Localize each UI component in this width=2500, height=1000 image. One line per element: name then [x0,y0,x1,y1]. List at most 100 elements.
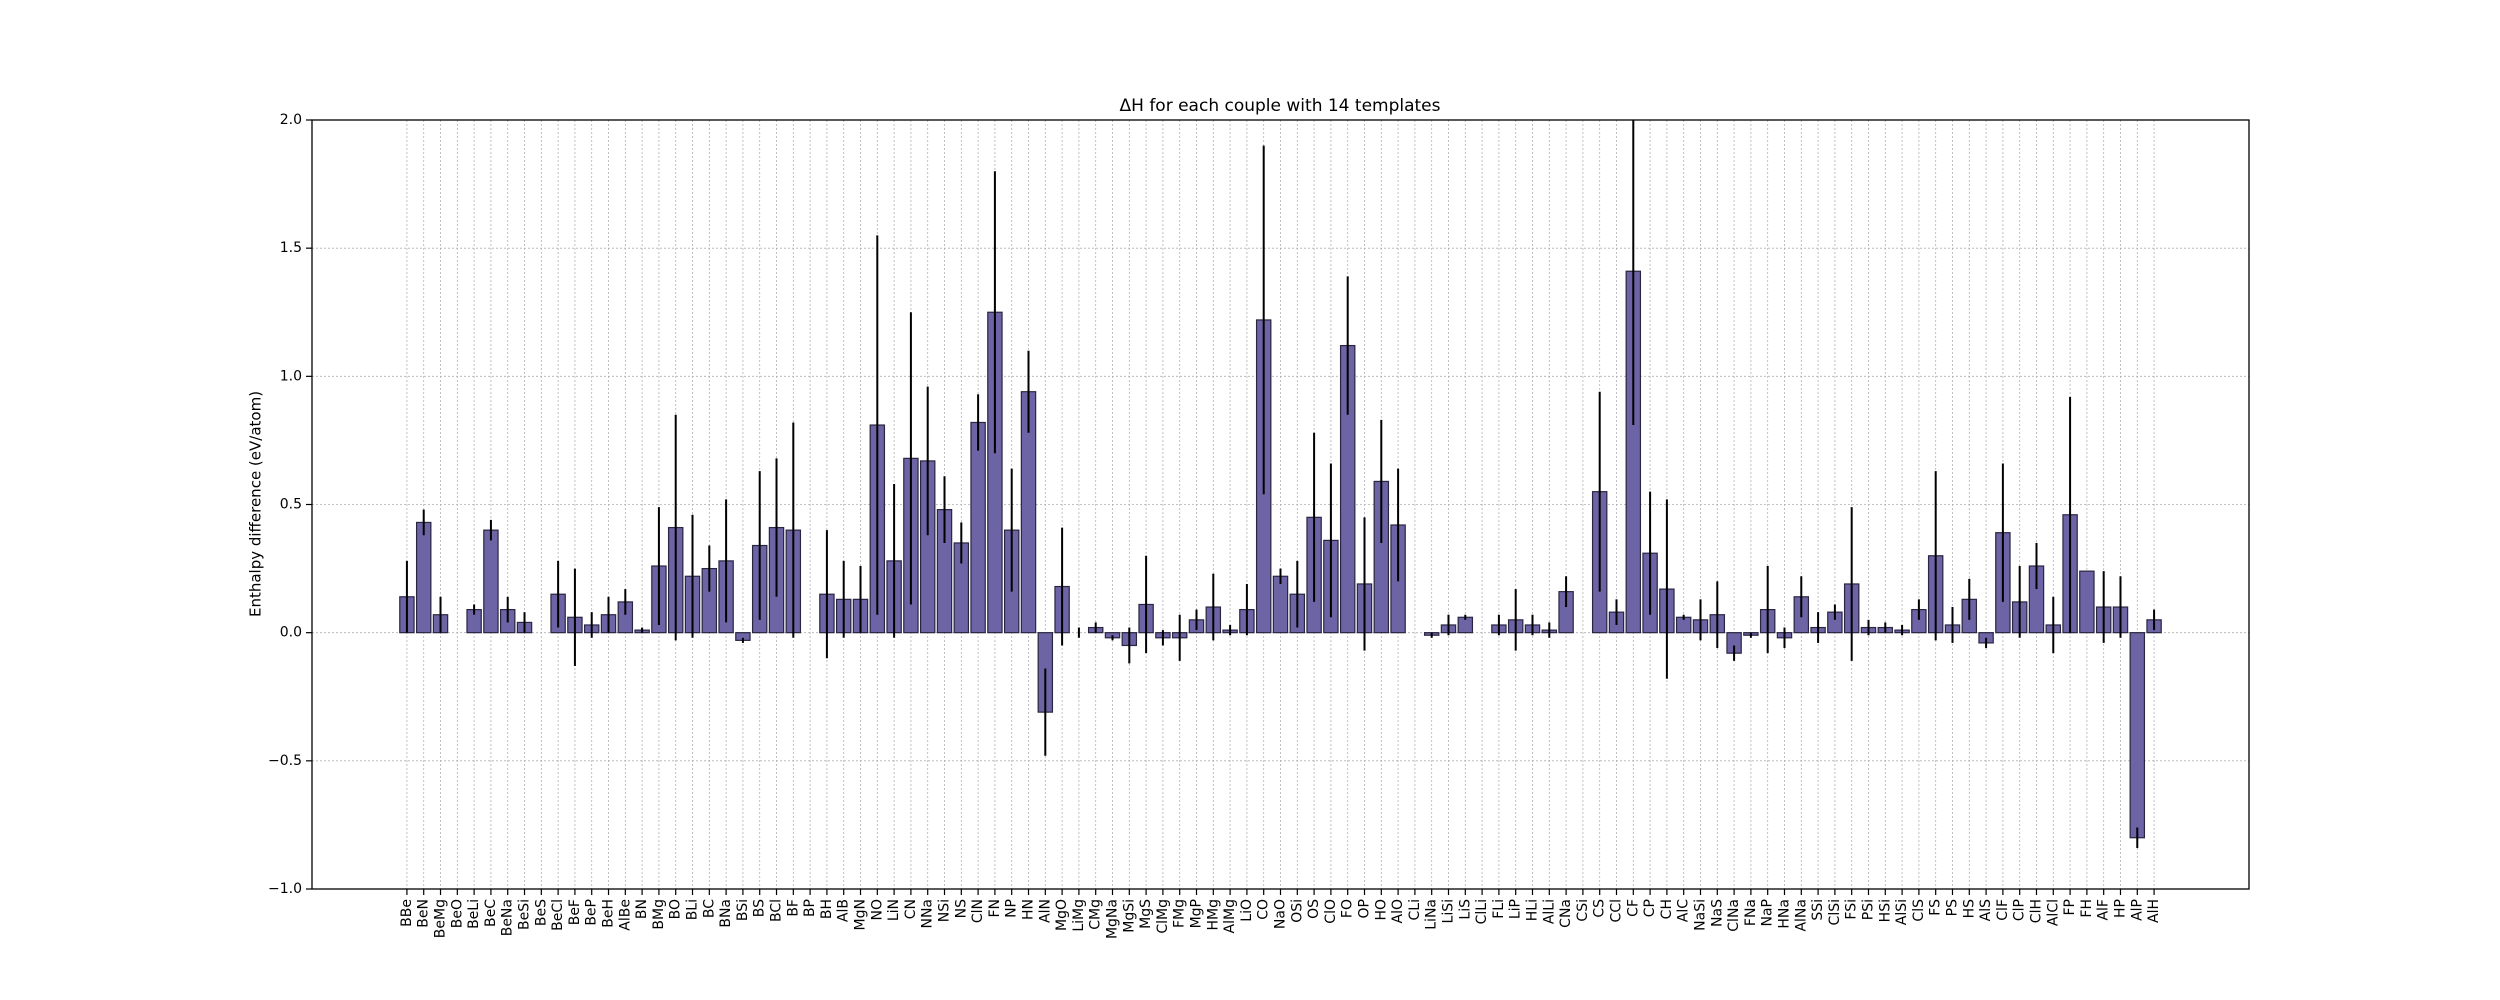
x-tick-label: BeNa [500,899,516,936]
x-tick-label: AlP [2129,899,2145,921]
x-tick-label: BeN [416,899,432,928]
x-tick-label: HSi [1877,899,1893,922]
bar [970,421,986,634]
bar [483,529,499,634]
x-tick-label: NO [869,899,885,921]
x-tick-label: BMg [651,899,667,930]
x-tick-label: NP [1004,899,1020,918]
x-tick-label: BeLi [466,899,482,929]
x-tick-label: BBe [399,899,415,927]
x-tick-label: HS [1961,899,1977,919]
x-tick-label: BS [752,899,768,917]
x-tick-label: HP [2112,899,2128,918]
x-tick-label: CS [1592,899,1608,918]
x-tick-label: ClSi [1827,899,1843,925]
x-tick-label: NSi [937,899,953,922]
y-tick-label: −1.0 [268,881,302,897]
x-tick-label: ClH [2028,899,2044,923]
x-tick-label: BeP [584,899,600,926]
x-tick-label: CMg [1088,899,1104,930]
x-tick-label: ClN [970,899,986,923]
bar [2079,570,2095,634]
x-tick-label: BeMg [433,899,449,938]
x-tick-label: LiSi [1440,899,1456,923]
x-tick-label: FSi [1844,899,1860,920]
x-tick-label: LiO [1239,899,1255,922]
x-tick-label: BeC [483,899,499,927]
y-tick-label: 1.5 [280,240,302,256]
ticks: −1.0 −0.5 0.0 0.5 1.0 1.5 2.0 BBe BeN BeMg BeO BeLi… [268,112,2162,939]
x-tick-label: CCl [1608,899,1624,922]
x-tick-label: BC [701,899,717,918]
x-tick-label: BP [802,899,818,917]
y-tick-label: 1.0 [280,368,302,384]
x-tick-label: FP [2062,899,2078,916]
x-tick-label: LiS [1457,899,1473,920]
x-tick-label: AlC [1676,899,1692,922]
x-tick-label: BLi [685,899,701,920]
x-tick-label: NS [953,899,969,918]
x-tick-label: HLi [1524,899,1540,921]
y-axis-label: Enthalpy difference (eV/atom) [247,391,265,617]
x-tick-label: MgNa [1105,899,1121,939]
y-tick-label: 0.5 [280,497,302,513]
x-tick-label: AlB [836,899,852,922]
x-tick-label: ClMg [1155,899,1171,934]
x-tick-label: BF [785,899,801,917]
x-tick-label: LiP [1508,899,1524,919]
x-tick-label: NNa [920,899,936,929]
x-tick-label: ClF [1995,899,2011,921]
x-tick-label: FO [1340,899,1356,918]
x-tick-label: BeS [533,899,549,926]
x-tick-label: BeF [567,899,583,925]
x-tick-label: BH [819,899,835,919]
x-tick-label: CF [1625,899,1641,917]
x-tick-label: LiMg [1071,899,1087,932]
x-tick-label: AlCl [2045,899,2061,926]
y-tick-label: −0.5 [268,753,302,769]
x-tick-label: FLi [1491,899,1507,919]
x-tick-label: BO [668,899,684,919]
x-tick-label: OP [1356,899,1372,918]
x-tick-label: HO [1373,899,1389,921]
x-tick-label: BeO [449,899,465,928]
x-tick-label: BN [634,899,650,919]
x-tick-label: FMg [1172,899,1188,928]
x-tick-label: NaS [1709,899,1725,927]
bar [2129,632,2146,839]
x-tick-label: HNa [1776,899,1792,929]
x-tick-label: CO [1256,899,1272,920]
x-tick-label: AlF [2096,899,2112,921]
x-tick-label: ClS [1911,899,1927,922]
x-tick-label: NaO [1273,899,1289,929]
x-tick-label: PSi [1860,899,1876,920]
x-tick-label: FN [987,899,1003,918]
x-tick-label: SSi [1810,899,1826,921]
y-tick-label: 0.0 [280,625,302,641]
grid [312,119,2249,890]
x-tick-label: AlS [1978,899,1994,921]
x-tick-label: LiNa [1424,899,1440,930]
x-tick-label: CSi [1575,899,1591,922]
x-tick-label: CP [1642,899,1658,917]
x-tick-label: AlBe [617,899,633,931]
x-tick-label: MgP [1189,899,1205,928]
x-tick-label: ClLi [1474,899,1490,924]
bar [1272,575,1289,634]
x-tick-label: BCl [769,899,785,922]
x-tick-label: BSi [735,899,751,921]
x-tick-label: MgS [1138,899,1154,929]
x-tick-label: BeCl [550,899,566,931]
x-tick-label: MgN [853,899,869,930]
x-tick-label: LiN [886,899,902,921]
x-tick-label: NaSi [1692,899,1708,931]
x-tick-label: AlNa [1793,899,1809,932]
x-tick-label: FH [2079,899,2095,918]
x-tick-label: AlLi [1541,899,1557,924]
x-tick-label: ClNa [1726,899,1742,932]
x-tick-label: CN [903,899,919,919]
x-tick-label: AlSi [1894,899,1910,925]
x-tick-label: FNa [1743,899,1759,926]
